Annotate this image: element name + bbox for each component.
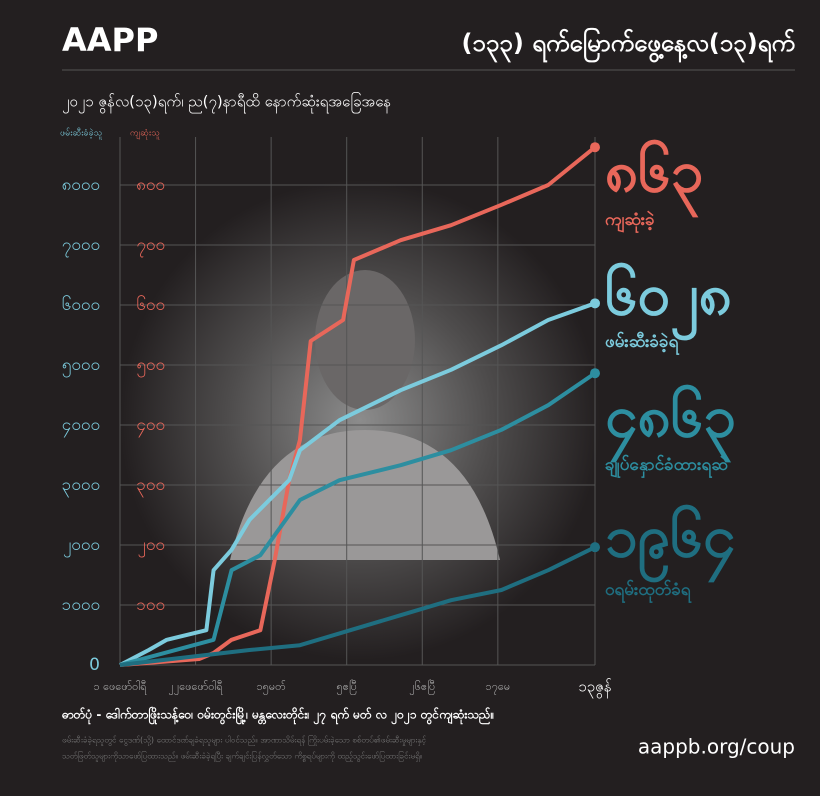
end-point	[590, 542, 600, 553]
x-tick-label: ၂၆ဧပြီ	[409, 680, 435, 695]
y2-tick-label: ၁၀၀	[136, 595, 165, 615]
x-tick-label: ၁၃ဇွန်	[578, 678, 612, 699]
y-tick-label: ၂၀၀၀	[63, 535, 100, 558]
y-tick-label: ၃၀၀၀	[62, 475, 100, 498]
y2-tick-label: ၇၀၀	[136, 235, 165, 258]
x-tick-label: ၁ ဖေဖော်ဝါရီ	[93, 680, 147, 695]
y2-tick-label: ၃၀၀	[136, 475, 165, 498]
y-tick-label: ၄၀၀၀	[62, 415, 100, 438]
series-line	[119, 545, 596, 667]
big-number: ၆၀၂၈	[605, 260, 732, 340]
x-tick-label: ၂၂ဖေဖော်ဝါရီ	[168, 680, 223, 695]
x-tick-label: ၁၇မေ	[486, 680, 511, 695]
footnote: ဖမ်းဆီးခံခဲ့ရသူတွင် ငွေဒဏ်(သို့) ထောင်ဒဏ…	[62, 735, 426, 747]
y-tick-label: 0	[89, 655, 100, 675]
series-name: ဖမ်းဆီးခံခဲ့ရ	[605, 331, 680, 356]
y2-tick-label: ၅၀၀	[136, 355, 165, 378]
chart-title: AAPP	[62, 21, 158, 59]
y-tick-label: ၅၀၀၀	[62, 355, 100, 378]
series-line	[119, 145, 597, 667]
footnote: သတ်ဖြတ်သူများကိုသာဖော်ပြထားသည်။ ဖမ်းဆီးခ…	[62, 751, 422, 763]
y-tick-label: ၆၀၀၀	[62, 294, 100, 315]
y-tick-label: ၁၀၀၀	[62, 595, 100, 615]
y-tick-label: ၇၀၀၀	[62, 235, 100, 258]
big-number: ၈၆၃	[605, 137, 703, 217]
end-point	[590, 142, 600, 153]
x-tick-label: ၅ဧပြီ	[336, 680, 357, 695]
y2-axis-label: ကျဆုံးသူ	[130, 129, 160, 140]
y2-tick-label: ၄၀၀	[136, 415, 165, 438]
y-axis-label: ဖမ်းဆီးခံခဲ့သူ	[60, 128, 103, 140]
series-name: ကျဆုံးခဲ့	[605, 210, 655, 234]
subtitle: ၂၀၂၁ ဇွန်လ(၁၃)ရက်၊ ည(၇)နာရီထိ နောက်ဆုံးရ…	[62, 92, 391, 114]
x-tick-label: ၁၅မတ်	[256, 680, 286, 695]
end-point	[590, 368, 600, 379]
big-number: ၄၈၆၃	[605, 382, 736, 462]
end-point	[590, 298, 600, 309]
url: aappb.org/coup	[638, 735, 795, 759]
series-line	[119, 301, 596, 667]
y-tick-label: ၈၀၀၀	[62, 175, 100, 195]
photo-backdrop	[120, 180, 600, 660]
series-name: ဝရမ်းထုတ်ခံရ	[605, 579, 692, 604]
caption: ဓာတ်ပုံ - ဒေါက်တာဖြိုးသန့်ဝေ၊ ဝမ်းတွင်းမ…	[61, 705, 495, 726]
y2-tick-label: ၈၀၀	[136, 175, 165, 195]
series-name: ချုပ်နှောင်ခံထားရဆဲ	[605, 454, 728, 479]
y2-tick-label: ၆၀၀	[136, 294, 165, 315]
y2-tick-label: ၂၀၀	[138, 535, 165, 558]
big-number: ၁၉၆၄	[605, 502, 736, 582]
series-line	[119, 371, 597, 667]
